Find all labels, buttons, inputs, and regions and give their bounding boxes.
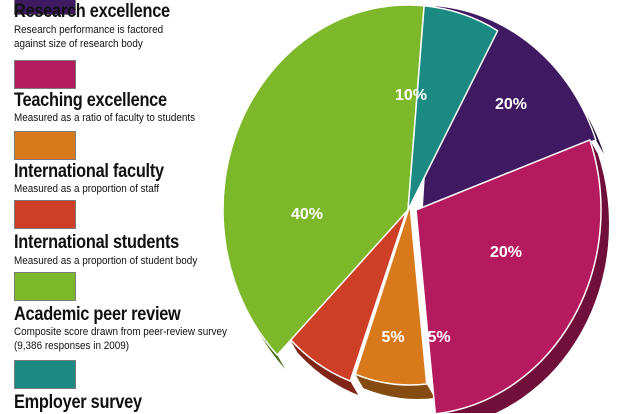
pie-slice-value-label: 20%	[490, 244, 522, 261]
pie-slice-value-label: 10%	[395, 87, 427, 104]
pie-slice-side	[441, 139, 609, 413]
pie-slice	[407, 5, 499, 211]
pie-slice-value-label: 5%	[381, 329, 404, 346]
legend-swatch	[14, 272, 76, 301]
legend-title: International students	[14, 232, 180, 253]
pie-slice	[222, 4, 425, 356]
pie-slice	[354, 204, 428, 386]
legend-title: Research excellence	[14, 1, 170, 22]
legend-swatch	[14, 131, 76, 160]
legend-description: Composite score drawn from peer-review s…	[14, 326, 227, 352]
legend-title: Teaching excellence	[14, 90, 167, 111]
pie-slice-side	[289, 338, 359, 396]
legend-swatch	[14, 360, 76, 389]
legend-swatch	[14, 200, 76, 229]
pie-slice-value-label: 40%	[291, 206, 323, 223]
legend-swatch	[14, 60, 76, 89]
chart-legend: Research excellence Research performance…	[0, 0, 290, 413]
legend-description: Measured as a proportion of staff	[14, 183, 160, 195]
legend-description: Measured as a proportion of student body	[14, 255, 198, 267]
legend-description: Measured as a ratio of faculty to studen…	[14, 112, 196, 124]
pie-slice-value-label: 20%	[495, 96, 527, 113]
legend-title: Employer survey	[14, 392, 142, 413]
legend-description: Research performance is factored against…	[14, 24, 164, 50]
pie-slice-side	[355, 374, 435, 399]
legend-title: Academic peer review	[14, 304, 181, 325]
legend-swatch	[14, 0, 76, 15]
pie-slice	[415, 139, 602, 413]
pie-slice-value-label: 5%	[427, 329, 450, 346]
legend-title: International faculty	[14, 161, 164, 182]
